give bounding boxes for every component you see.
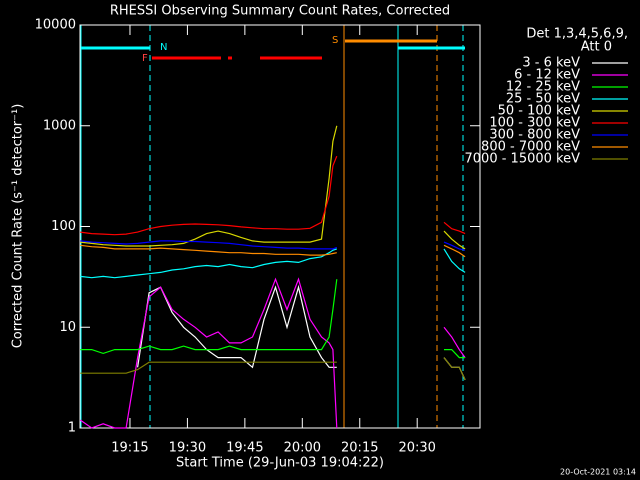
chart-title: RHESSI Observing Summary Count Rates, Co… (110, 4, 450, 19)
y-tick-label: 1 (68, 421, 76, 436)
x-tick-label: 19:15 (111, 441, 148, 456)
legend-label: 25 - 50 keV (506, 92, 580, 107)
y-tick-label: 10 (59, 320, 76, 335)
x-tick-label: 20:30 (398, 441, 435, 456)
series-line (80, 357, 466, 381)
y-tick-label: 100 (51, 219, 76, 234)
y-tick-label: 10000 (35, 18, 76, 33)
legend-label: 7000 - 15000 keV (465, 152, 581, 167)
series-line (80, 279, 466, 359)
x-tick-label: 20:00 (284, 441, 321, 456)
x-tick-label: 19:45 (226, 441, 263, 456)
legend-label: 800 - 7000 keV (481, 140, 580, 155)
flag-label: F (142, 53, 148, 64)
legend-title: Det 1,3,4,5,6,9, (526, 27, 628, 42)
series-line (80, 248, 466, 279)
footer: 20-Oct-2021 03:14 (560, 468, 636, 477)
legend-label: 3 - 6 keV (522, 56, 580, 71)
series-line (80, 244, 466, 258)
series-line (80, 240, 466, 251)
legend-label: 300 - 800 keV (489, 128, 580, 143)
x-tick-label: 20:15 (341, 441, 378, 456)
x-axis-label: Start Time (29-Jun-03 19:04:22) (176, 456, 384, 471)
series-line (79, 277, 466, 429)
x-tick-label: 19:30 (169, 441, 206, 456)
flag-label: N (160, 42, 167, 53)
legend-label: 50 - 100 keV (498, 104, 581, 119)
y-tick-label: 1000 (43, 118, 76, 133)
series-line (80, 155, 466, 236)
legend-label: 6 - 12 keV (514, 68, 580, 83)
flags: N F S (80, 25, 465, 428)
legend-title: Att 0 (581, 40, 612, 55)
flag-label: S (332, 35, 338, 46)
series-line (80, 125, 466, 250)
y-axis-label: Corrected Count Rate (s⁻¹ detector⁻¹) (11, 104, 26, 349)
legend-label: 100 - 300 keV (489, 116, 580, 131)
legend-label: 12 - 25 keV (506, 80, 580, 95)
